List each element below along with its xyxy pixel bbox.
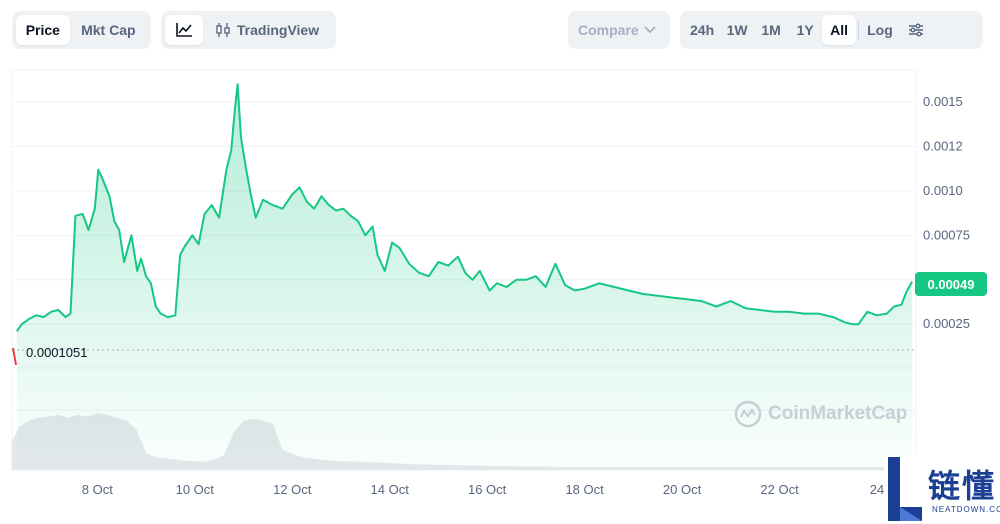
coinmarketcap-logo-icon [734,400,762,428]
chart-type-toggle: Price Mkt Cap [12,11,151,49]
x-tick-label: 16 Oct [468,482,507,497]
price-line [16,83,913,332]
x-tick-label: 8 Oct [82,482,113,497]
candlestick-icon [216,23,230,37]
sliders-icon [908,23,923,37]
y-tick-label: 0.00075 [923,227,970,242]
range-1y[interactable]: 1Y [796,22,814,38]
watermark-text: CoinMarketCap [768,403,908,424]
y-tick-label: 0.00025 [923,316,970,331]
brand-subtext: NEATDOWN.COM [932,505,1000,514]
compare-dropdown[interactable]: Compare [568,11,670,49]
brand-text: 链懂 [928,467,997,505]
chart-settings-button[interactable] [899,15,933,45]
y-tick-label: 0.0015 [923,94,963,109]
range-24h[interactable]: 24h [690,22,715,38]
x-tick-label: 14 Oct [371,482,410,497]
log-scale-button[interactable]: Log [867,22,893,38]
line-chart-button[interactable] [165,15,203,45]
price-tab[interactable]: Price [16,15,70,45]
low-price-marker [12,347,17,366]
divider [858,20,860,40]
range-1w[interactable]: 1W [726,22,748,38]
range-1m[interactable]: 1M [761,22,781,38]
compare-label: Compare [578,22,639,38]
price-area [16,84,913,470]
tradingview-button[interactable]: TradingView [203,15,331,45]
time-range-selector: 24h 1W 1M 1Y All Log [680,11,983,49]
x-tick-label: 20 Oct [663,482,702,497]
x-tick-label: 12 Oct [273,482,312,497]
all-time-low-label: 0.0001051 [26,345,88,360]
chart-view-toggle: TradingView [161,11,336,49]
current-price-badge: 0.00049 [915,272,987,296]
market-cap-tab[interactable]: Mkt Cap [81,22,136,38]
chevron-down-icon [644,26,656,34]
coinmarketcap-watermark: CoinMarketCap [734,400,907,428]
x-tick-label: 22 Oct [760,482,799,497]
x-tick-label: 18 Oct [565,482,604,497]
y-tick-label: 0.0010 [923,183,963,198]
x-tick-label: 10 Oct [176,482,215,497]
neatdown-logo [884,455,1000,524]
line-chart-icon [176,23,192,37]
tradingview-label: TradingView [236,22,320,38]
y-tick-label: 0.0012 [923,138,963,153]
range-all[interactable]: All [822,15,857,45]
x-tick-label: 24 [870,482,884,497]
